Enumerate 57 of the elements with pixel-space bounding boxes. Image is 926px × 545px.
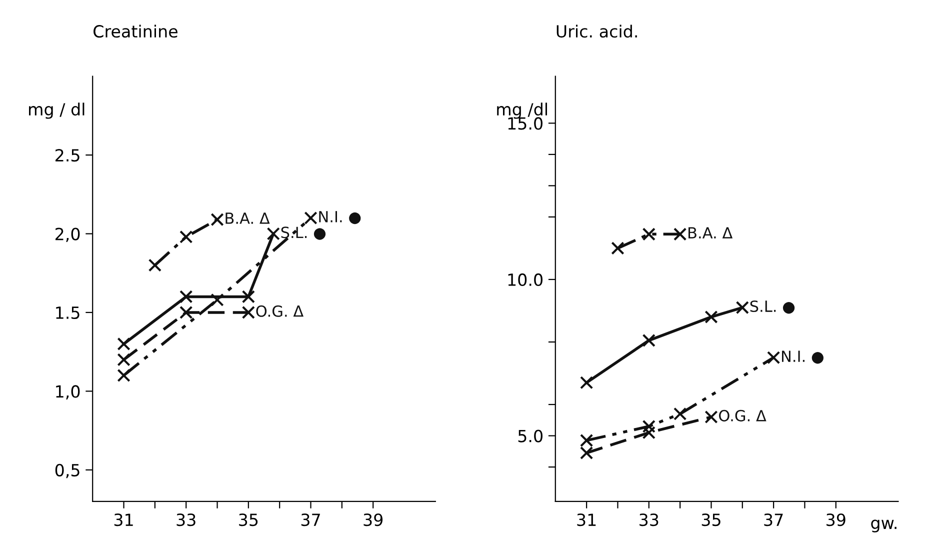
chart-title: Uric. acid. [556, 24, 637, 38]
point [704, 410, 718, 424]
series-label: S.L. ● [750, 300, 795, 314]
point [580, 446, 594, 460]
point [210, 293, 224, 306]
y-axis-title: mg / dl [29, 102, 84, 119]
series-label: B.A. Δ [226, 212, 270, 224]
point [117, 337, 130, 351]
series-label: N.I. ● [782, 350, 824, 364]
x-tick-label: 37 [301, 514, 320, 526]
y-tick-label: 0,5 [55, 464, 80, 478]
point [642, 228, 656, 241]
y-tick-label: 5.0 [518, 430, 542, 442]
point [642, 426, 656, 440]
point [580, 434, 594, 448]
point [242, 306, 256, 320]
x-tick-label: 35 [239, 514, 258, 526]
x-tick-label: 31 [114, 514, 133, 526]
x-tick-label: 33 [640, 514, 658, 526]
x-tick-label: 31 [577, 514, 596, 526]
point [179, 306, 193, 320]
y-tick-label: 1.5 [56, 306, 80, 320]
chart-title: Creatinine [94, 24, 178, 38]
x-tick-label: 39 [364, 514, 383, 526]
point [642, 420, 656, 433]
x-tick-label: 37 [764, 514, 783, 526]
point [266, 227, 280, 240]
point [580, 376, 594, 390]
y-tick-label: 2,0 [56, 228, 80, 242]
point [642, 334, 656, 348]
y-tick-label: 15.0 [508, 117, 542, 130]
point [611, 242, 624, 255]
y-tick-label: 10.0 [508, 273, 542, 286]
point [673, 407, 687, 420]
x-axis-title: gw. [871, 520, 896, 532]
y-tick-label: 1,0 [56, 385, 80, 400]
point [736, 301, 749, 314]
point [210, 212, 224, 226]
x-tick-label: 33 [176, 514, 196, 526]
point [673, 228, 687, 241]
point [242, 290, 256, 304]
point [766, 351, 780, 364]
series-label: O.G. Δ [719, 410, 766, 422]
series-label: O.G. Δ [256, 305, 304, 317]
y-tick-label: 2.5 [56, 148, 80, 162]
series-label: S.L. ● [281, 226, 326, 240]
point [179, 290, 193, 304]
point [117, 368, 130, 382]
point [117, 353, 130, 366]
point [304, 211, 318, 225]
point [179, 230, 193, 244]
series-label: N.I. ● [319, 211, 361, 224]
x-tick-label: 35 [702, 514, 720, 526]
series-label: B.A. Δ [688, 227, 733, 238]
x-tick-label: 39 [826, 514, 846, 526]
point [704, 310, 718, 324]
point [148, 258, 162, 272]
